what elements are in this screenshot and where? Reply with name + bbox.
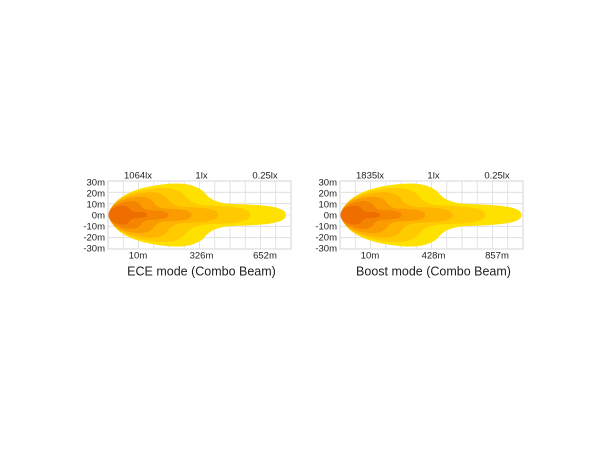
lux-label: 1835lx xyxy=(356,171,384,182)
x-label: 10m xyxy=(361,251,380,262)
lux-label: 1lx xyxy=(195,171,207,182)
x-label: 857m xyxy=(485,251,509,262)
plot-area xyxy=(339,180,524,250)
y-label: -30m xyxy=(83,243,105,254)
x-label: 10m xyxy=(129,251,148,262)
lux-label: 0.25lx xyxy=(484,171,510,182)
lux-label: 0.25lx xyxy=(252,171,278,182)
y-label: 10m xyxy=(87,200,106,211)
caption: ECE mode (Combo Beam) xyxy=(127,264,276,278)
beam-contour xyxy=(108,205,148,225)
plot-area xyxy=(107,180,292,250)
x-label: 326m xyxy=(190,251,214,262)
y-label: 30m xyxy=(319,178,338,189)
y-label: 30m xyxy=(87,178,106,189)
y-label: -20m xyxy=(83,232,105,243)
y-label: 10m xyxy=(319,200,338,211)
lux-label: 1064lx xyxy=(124,171,152,182)
y-label: 20m xyxy=(87,189,106,200)
beam-contour xyxy=(340,205,380,225)
x-label: 652m xyxy=(253,251,277,262)
y-label: 0m xyxy=(324,210,337,221)
lux-label: 1lx xyxy=(427,171,439,182)
caption: Boost mode (Combo Beam) xyxy=(356,264,511,278)
y-label: -10m xyxy=(315,221,337,232)
x-label: 428m xyxy=(422,251,446,262)
y-label: 0m xyxy=(92,210,105,221)
y-label: -30m xyxy=(315,243,337,254)
y-label: -20m xyxy=(315,232,337,243)
y-label: 20m xyxy=(319,189,338,200)
y-label: -10m xyxy=(83,221,105,232)
